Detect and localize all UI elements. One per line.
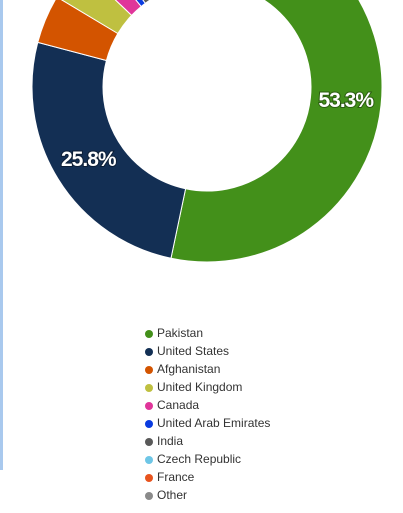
slice bbox=[170, 0, 383, 263]
legend-label: Pakistan bbox=[157, 326, 203, 340]
legend-label: France bbox=[157, 470, 195, 484]
legend-marker bbox=[145, 384, 153, 392]
slice bbox=[31, 41, 187, 259]
legend-label: Afghanistan bbox=[157, 362, 220, 376]
legend-marker bbox=[145, 492, 153, 500]
legend-label: Czech Republic bbox=[157, 452, 241, 466]
legend-marker bbox=[145, 330, 153, 338]
legend-marker bbox=[145, 474, 153, 482]
legend-marker bbox=[145, 420, 153, 428]
value-label: 53.3% bbox=[318, 89, 374, 112]
legend-label: Other bbox=[157, 488, 187, 502]
legend-marker bbox=[145, 402, 153, 410]
legend-marker bbox=[145, 456, 153, 464]
legend-marker bbox=[145, 348, 153, 356]
legend-marker bbox=[145, 366, 153, 374]
legend-marker bbox=[145, 438, 153, 446]
slice bbox=[142, 0, 151, 4]
legend-label: Canada bbox=[157, 398, 199, 412]
legend-label: India bbox=[157, 434, 183, 448]
left-edge bbox=[0, 0, 3, 470]
legend-label: United Arab Emirates bbox=[157, 416, 270, 430]
legend-label: United States bbox=[157, 344, 229, 358]
legend-label: United Kingdom bbox=[157, 380, 242, 394]
value-label: 25.8% bbox=[61, 148, 117, 171]
